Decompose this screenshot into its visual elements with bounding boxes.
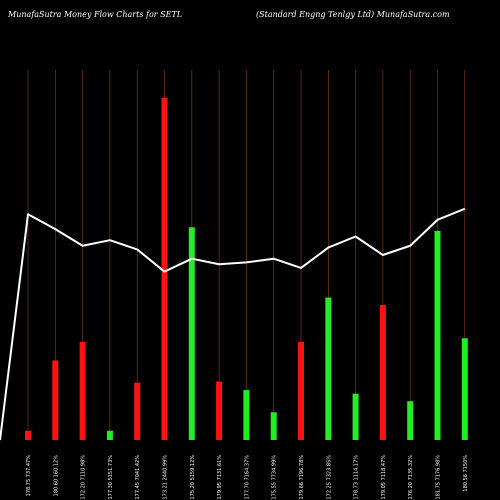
x-tick-label: 179.95 7131.61%: [217, 455, 223, 500]
money-flow-bar: [106, 430, 113, 440]
x-tick-label: 180.60 160.12%: [53, 455, 59, 497]
price-line: [0, 207, 466, 441]
money-flow-bar: [216, 381, 223, 440]
x-tick-label: 173.21 2440.99%: [163, 455, 169, 500]
money-flow-bar: [243, 390, 250, 440]
money-flow-bar: [188, 227, 195, 440]
chart-title: MunafaSutra Money Flow Charts for SETL: [8, 10, 183, 19]
x-tick-label: 179.66 7196.78%: [299, 455, 305, 500]
money-flow-bar: [298, 341, 304, 440]
x-tick-label: 172.20 7110.98%: [81, 455, 87, 500]
x-tick-label: 176.20 7135.32%: [408, 455, 414, 500]
x-tick-label: 178.75 737.47%: [26, 455, 32, 497]
money-flow-bar: [270, 412, 277, 440]
money-flow-bar: [325, 297, 332, 440]
x-tick-label: 179.05 7118.47%: [381, 455, 387, 500]
x-tick-label: 175.55 7734.99%: [272, 455, 278, 500]
x-tick-label: 181.75 7176.98%: [436, 455, 442, 500]
money-flow-bar: [52, 360, 59, 440]
money-flow-bar: [379, 304, 386, 440]
x-tick-label: 180.56 7150%: [463, 455, 469, 492]
x-tick-label: 177.30 5151.73%: [108, 455, 114, 500]
money-flow-bar: [461, 338, 468, 440]
x-tick-label: 177.45 7041.42%: [135, 455, 141, 500]
money-flow-bar: [79, 341, 86, 440]
x-tick-label: 172.25 7323.85%: [326, 455, 332, 500]
x-tick-label: 175.20 5159.12%: [190, 455, 196, 500]
x-tick-label: 178.73 1114.17%: [354, 455, 360, 500]
money-flow-bar: [161, 97, 168, 440]
x-tick-label: 177.70 7164.37%: [244, 455, 250, 500]
money-flow-bar: [434, 230, 441, 440]
money-flow-bar: [407, 401, 414, 440]
company-name: (Standard Engng Tenlgy Ltd) MunafaSutra.…: [256, 10, 450, 19]
money-flow-bar: [352, 393, 359, 440]
money-flow-bar: [134, 382, 141, 440]
money-flow-bar: [25, 430, 31, 440]
